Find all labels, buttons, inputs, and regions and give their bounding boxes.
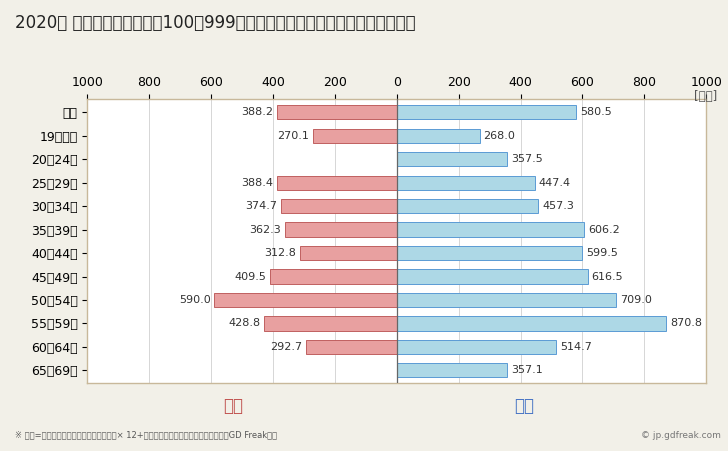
Text: 447.4: 447.4 [539, 178, 571, 188]
Bar [397, 222, 585, 237]
Text: 2020年 民間企業（従業者数100〜999人）フルタイム労働者の男女別平均年収: 2020年 民間企業（従業者数100〜999人）フルタイム労働者の男女別平均年収 [15, 14, 415, 32]
Bar [397, 175, 535, 189]
Text: 362.3: 362.3 [249, 225, 281, 235]
Text: 428.8: 428.8 [229, 318, 261, 328]
Bar [306, 340, 397, 354]
Text: © jp.gdfreak.com: © jp.gdfreak.com [641, 431, 721, 440]
Text: 女性: 女性 [223, 397, 243, 415]
Text: 357.5: 357.5 [511, 154, 543, 164]
Text: 270.1: 270.1 [277, 131, 309, 141]
Bar [277, 105, 397, 119]
Bar [313, 129, 397, 143]
Text: 457.3: 457.3 [542, 201, 574, 211]
Text: [万円]: [万円] [694, 90, 717, 103]
Text: 709.0: 709.0 [620, 295, 652, 305]
Text: 409.5: 409.5 [234, 272, 266, 281]
Bar [397, 317, 666, 331]
Text: 606.2: 606.2 [588, 225, 620, 235]
Text: 男性: 男性 [514, 397, 534, 415]
Bar [300, 246, 397, 260]
Bar [270, 269, 397, 284]
Text: 616.5: 616.5 [591, 272, 623, 281]
Text: 268.0: 268.0 [483, 131, 515, 141]
Text: 580.5: 580.5 [580, 107, 612, 117]
Bar [285, 222, 397, 237]
Text: 388.4: 388.4 [241, 178, 273, 188]
Bar [277, 175, 397, 189]
Bar [397, 293, 616, 307]
Text: ※ 年収=「きまって支給する現金給与額」× 12+「年間賞与その他特別給与額」としてGD Freak推計: ※ 年収=「きまって支給する現金給与額」× 12+「年間賞与その他特別給与額」と… [15, 431, 277, 440]
Text: 870.8: 870.8 [670, 318, 702, 328]
Bar [397, 340, 556, 354]
Bar [397, 246, 582, 260]
Text: 514.7: 514.7 [560, 342, 592, 352]
Bar [397, 129, 480, 143]
Text: 374.7: 374.7 [245, 201, 277, 211]
Bar [397, 152, 507, 166]
Bar [281, 199, 397, 213]
Bar [397, 199, 538, 213]
Text: 292.7: 292.7 [270, 342, 303, 352]
Text: 590.0: 590.0 [179, 295, 210, 305]
Text: 312.8: 312.8 [264, 248, 296, 258]
Bar [397, 269, 587, 284]
Text: 599.5: 599.5 [586, 248, 618, 258]
Text: 357.1: 357.1 [511, 365, 542, 375]
Bar [264, 317, 397, 331]
Bar [397, 105, 577, 119]
Text: 388.2: 388.2 [241, 107, 273, 117]
Bar [397, 364, 507, 377]
Bar [214, 293, 397, 307]
